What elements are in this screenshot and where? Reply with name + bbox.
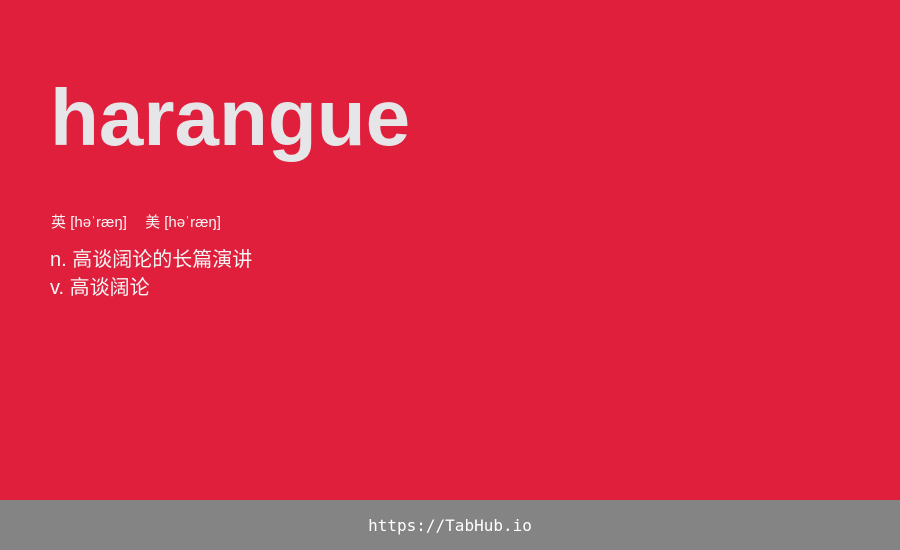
definition-verb: v. 高谈阔论 bbox=[50, 274, 252, 302]
site-link[interactable]: https://TabHub.io bbox=[368, 515, 532, 535]
definitions: n. 高谈阔论的长篇演讲 v. 高谈阔论 bbox=[50, 246, 252, 302]
uk-label: 英 bbox=[51, 214, 67, 231]
us-ipa: [həˈræŋ] bbox=[164, 214, 221, 231]
headword: harangue bbox=[50, 73, 411, 162]
uk-ipa: [həˈræŋ] bbox=[70, 214, 127, 231]
word-card: harangue 英 [həˈræŋ] 美 [həˈræŋ] n. 高谈阔论的长… bbox=[0, 0, 900, 500]
us-label: 美 bbox=[145, 214, 161, 231]
part-of-speech: n. bbox=[50, 249, 67, 271]
definition-text: 高谈阔论的长篇演讲 bbox=[72, 249, 253, 271]
pronunciation-row: 英 [həˈræŋ] 美 [həˈræŋ] bbox=[51, 213, 221, 233]
part-of-speech: v. bbox=[50, 277, 65, 299]
definition-text: 高谈阔论 bbox=[69, 277, 150, 299]
footer-bar: https://TabHub.io bbox=[0, 500, 900, 550]
definition-noun: n. 高谈阔论的长篇演讲 bbox=[50, 246, 252, 274]
